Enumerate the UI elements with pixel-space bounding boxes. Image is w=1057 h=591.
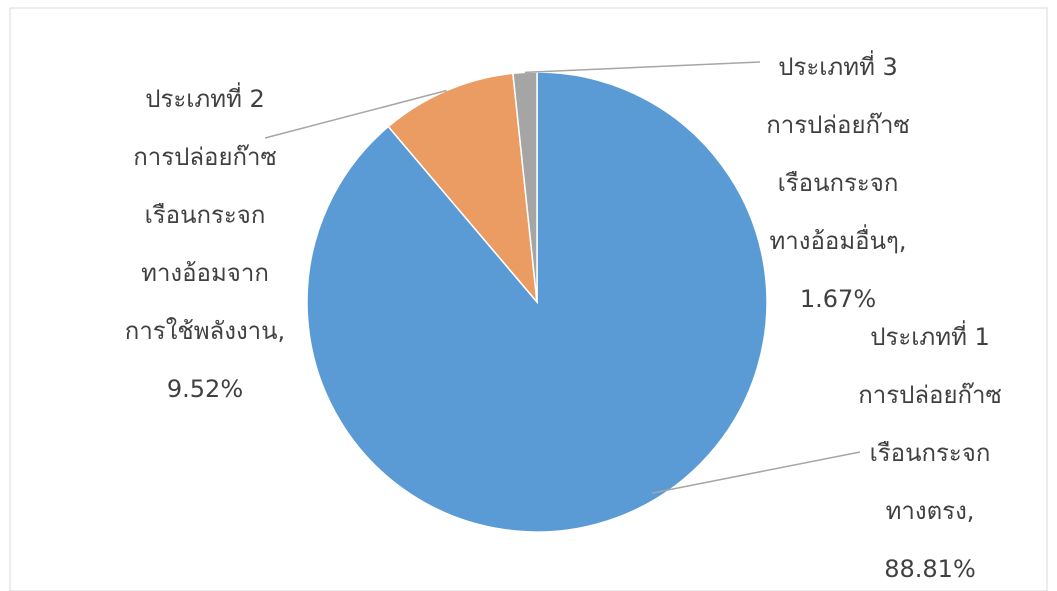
data-label: ทางอ้อมจาก xyxy=(141,259,269,287)
data-label: ประเภทที่ 3 xyxy=(778,50,898,81)
data-label: ทางตรง, xyxy=(886,497,975,525)
data-label: การปล่อยก๊าซ xyxy=(766,111,910,139)
data-label: ทางอ้อมอื่นๆ, xyxy=(769,224,906,255)
data-label: การใช้พลังงาน, xyxy=(125,317,285,345)
data-label: ประเภทที่ 1 xyxy=(870,320,990,351)
data-label: เรือนกระจก xyxy=(870,439,991,467)
data-label: การปล่อยก๊าซ xyxy=(133,143,277,171)
data-label-value: 9.52% xyxy=(167,375,243,403)
data-label: การปล่อยก๊าซ xyxy=(858,381,1002,409)
data-label-value: 88.81% xyxy=(884,555,976,583)
data-label-value: 1.67% xyxy=(800,285,876,313)
data-label: เรือนกระจก xyxy=(778,169,899,197)
data-label: ประเภทที่ 2 xyxy=(145,82,265,113)
chart: ประเภทที่ 1การปล่อยก๊าซเรือนกระจกทางตรง,… xyxy=(0,0,1057,591)
data-label: เรือนกระจก xyxy=(145,201,266,229)
